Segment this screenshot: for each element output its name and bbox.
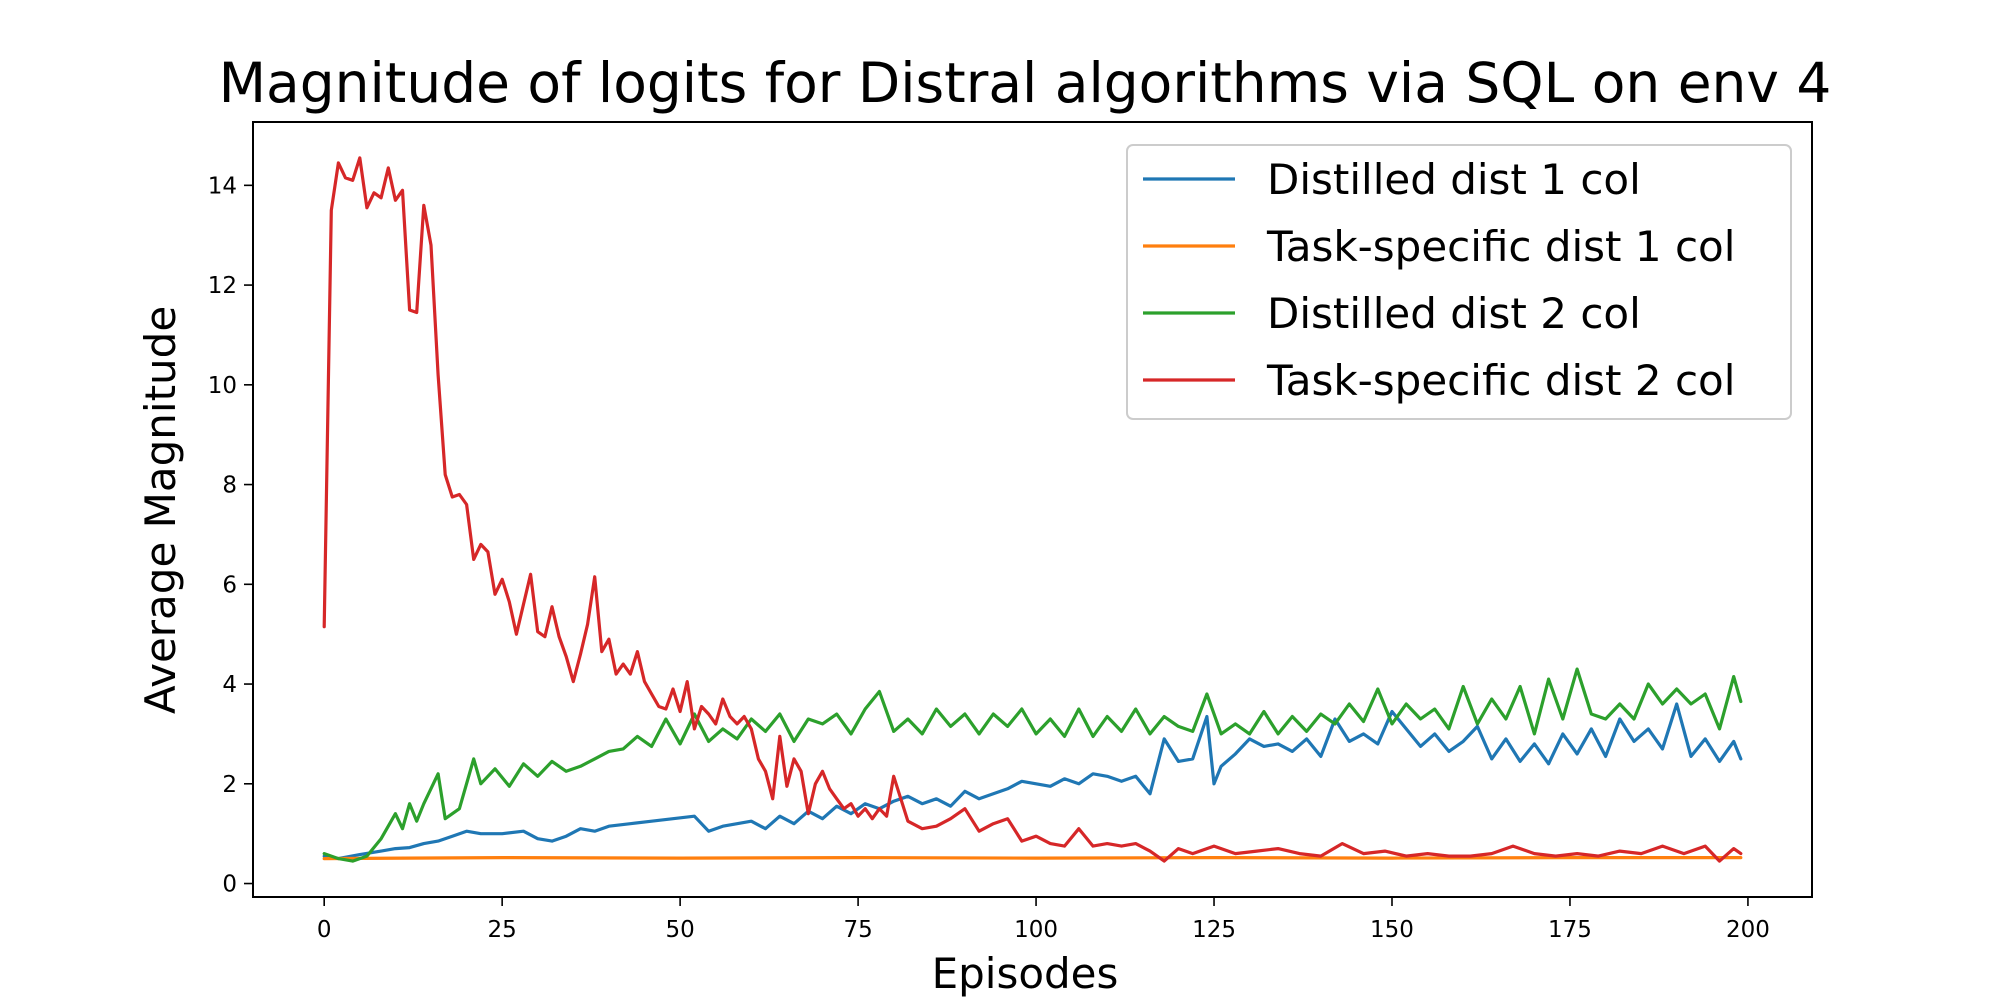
legend-label-4: Task-specific dist 2 col	[1266, 356, 1735, 405]
series-line-2	[322, 856, 1743, 861]
chart-title: Magnitude of logits for Distral algorith…	[219, 51, 1832, 115]
x-tick-label: 125	[1192, 917, 1236, 943]
y-tick-label: 6	[222, 572, 237, 598]
x-tick-label: 50	[665, 917, 694, 943]
y-tick-label: 14	[208, 173, 237, 199]
x-tick-label: 100	[1014, 917, 1058, 943]
plot-frame	[252, 121, 1813, 898]
x-tick-label: 0	[317, 917, 332, 943]
y-tick-label: 12	[208, 273, 237, 299]
series-line-4	[322, 156, 1743, 863]
y-tick-label: 8	[222, 473, 237, 499]
x-tick-label: 75	[843, 917, 872, 943]
x-tick-label: 175	[1548, 917, 1592, 943]
x-tick-label: 150	[1370, 917, 1414, 943]
series-line-1	[322, 702, 1743, 861]
plot-area	[322, 156, 1743, 863]
x-axis-title: Episodes	[932, 949, 1119, 998]
legend-label-3: Distilled dist 2 col	[1267, 289, 1641, 338]
legend-box	[1126, 144, 1792, 420]
axes: 0 25 50 75 100 125 150 175 200 0 2 4 6 8 10 12 14	[208, 121, 1813, 943]
y-axis-title: Average Magnitude	[136, 306, 185, 714]
y-tick-label: 10	[208, 373, 237, 399]
x-tick-label: 25	[488, 917, 517, 943]
y-tick-label: 0	[222, 872, 237, 898]
legend: Distilled dist 1 col Task-specific dist 1…	[1126, 144, 1792, 420]
x-tick-label: 200	[1726, 917, 1770, 943]
y-tick-label: 4	[222, 672, 237, 698]
legend-label-2: Task-specific dist 1 col	[1266, 222, 1735, 271]
legend-label-1: Distilled dist 1 col	[1267, 155, 1641, 204]
series-line-3	[322, 667, 1743, 863]
y-tick-label: 2	[222, 772, 237, 798]
